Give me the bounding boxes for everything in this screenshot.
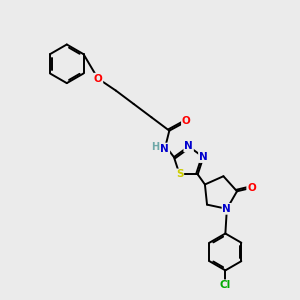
Text: Cl: Cl xyxy=(220,280,231,290)
Text: O: O xyxy=(247,183,256,193)
Text: O: O xyxy=(94,74,102,84)
Text: H: H xyxy=(151,142,159,152)
Text: N: N xyxy=(184,141,193,152)
Text: N: N xyxy=(223,204,231,214)
Text: O: O xyxy=(182,116,190,126)
Text: S: S xyxy=(176,169,183,179)
Text: N: N xyxy=(160,143,169,154)
Text: N: N xyxy=(199,152,208,162)
